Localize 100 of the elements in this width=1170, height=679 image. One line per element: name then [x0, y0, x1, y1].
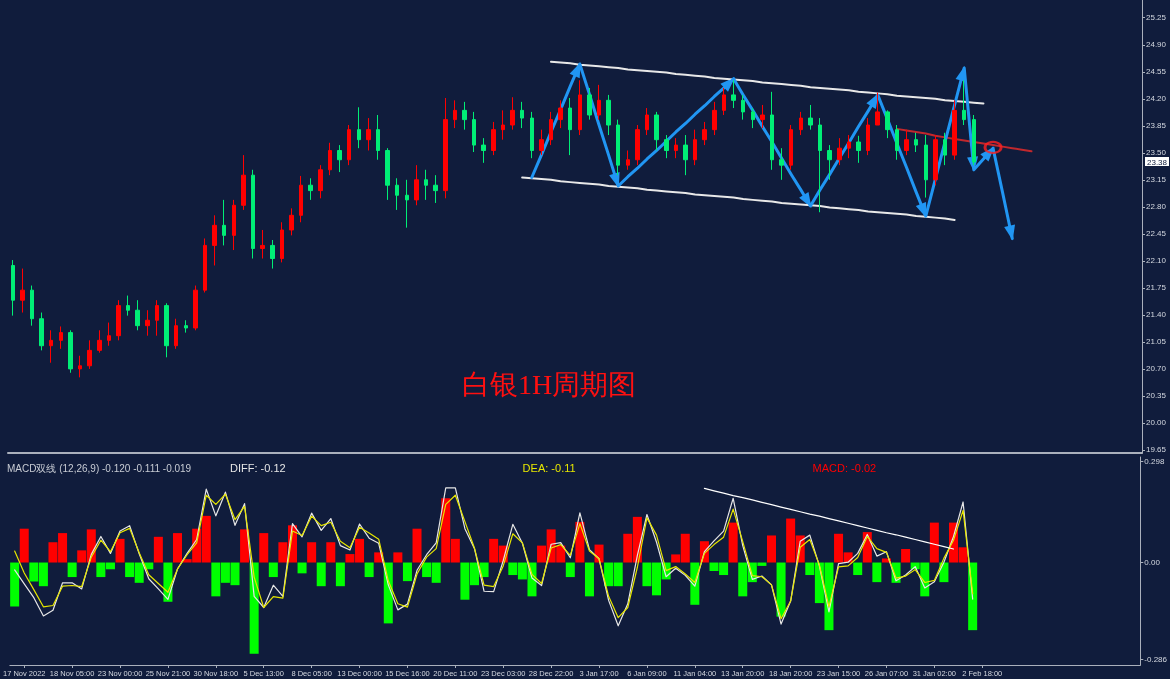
candlestick: [866, 117, 870, 156]
candlestick: [308, 177, 313, 201]
candlestick: [626, 149, 630, 171]
candlestick: [260, 229, 265, 260]
candlestick: [741, 94, 745, 121]
candlestick: [145, 309, 150, 337]
candlestick: [914, 132, 918, 153]
bar: [316, 562, 326, 587]
bar: [10, 562, 20, 607]
candlestick: [184, 319, 188, 334]
candlestick: [395, 177, 399, 211]
y-tick-label: 19.65: [1146, 445, 1167, 455]
candlestick: [924, 134, 928, 199]
candlestick: [616, 119, 620, 176]
candlestick: [760, 104, 765, 129]
text: MACD双线 (12,26,9) -0.120 -0.111 -0.019: [7, 462, 192, 474]
candlestick: [232, 199, 236, 251]
candlestick: [664, 134, 669, 159]
bar: [584, 562, 594, 597]
bar: [393, 552, 403, 563]
candlestick: [856, 135, 861, 164]
y-tick-label: 0.298: [1144, 457, 1165, 467]
bar: [565, 562, 575, 578]
candlestick: [530, 111, 534, 159]
candlestick: [347, 124, 351, 166]
candlestick: [193, 285, 198, 331]
candlestick: [357, 106, 361, 149]
bar: [268, 562, 278, 578]
bar: [364, 562, 374, 578]
candlestick: [453, 99, 457, 129]
candlestick: [107, 322, 111, 347]
y-tick-label: -0.286: [1144, 654, 1168, 664]
y-tick-label: 24.90: [1146, 40, 1167, 50]
y-tick-label: 23.15: [1146, 175, 1167, 185]
bar: [968, 562, 978, 631]
bar: [766, 535, 776, 563]
candlestick: [837, 137, 842, 166]
candlestick: [20, 268, 25, 314]
bar: [872, 562, 882, 583]
candlestick: [68, 329, 73, 374]
candlestick: [212, 214, 217, 266]
candlestick: [875, 92, 880, 126]
y-tick-label: 22.45: [1146, 229, 1167, 239]
candlestick: [299, 175, 303, 223]
candlestick: [280, 221, 284, 263]
candlestick: [683, 134, 688, 176]
bar: [153, 536, 163, 563]
bar: [594, 544, 604, 563]
bar: [929, 522, 939, 563]
candlestick: [972, 114, 976, 166]
candlestick: [578, 79, 582, 136]
candlestick: [222, 199, 226, 246]
y-tick-label: 23.50: [1146, 148, 1167, 158]
y-tick-label: 21.75: [1146, 283, 1167, 293]
candlestick: [731, 79, 736, 109]
candlestick: [952, 99, 957, 161]
candlestick: [568, 97, 572, 156]
candlestick: [693, 129, 697, 166]
candlestick: [654, 111, 659, 151]
bar: [901, 548, 911, 563]
y-tick-label: 25.25: [1146, 13, 1167, 23]
candlestick: [97, 329, 102, 354]
candlestick: [30, 285, 34, 327]
candlestick: [770, 91, 774, 171]
candlestick: [808, 104, 813, 131]
candlestick: [87, 339, 92, 370]
y-tick-label: 24.55: [1146, 67, 1167, 77]
candlestick: [405, 179, 409, 229]
candlestick: [606, 94, 611, 136]
candlestick: [635, 124, 640, 166]
candlestick: [895, 124, 899, 161]
bar: [115, 538, 125, 563]
series-label: DIFF: -0.12: [230, 461, 286, 474]
y-tick-label: 20.00: [1146, 418, 1167, 428]
candlestick: [78, 355, 82, 378]
candlestick: [155, 299, 159, 337]
y-tick-label: 21.40: [1146, 310, 1167, 320]
candlestick: [270, 239, 275, 270]
candlestick: [943, 132, 947, 166]
candlestick: [135, 299, 140, 331]
candlestick: [39, 312, 44, 351]
candlestick: [847, 134, 851, 159]
candlestick: [722, 87, 726, 116]
bar: [240, 529, 250, 563]
candlestick: [712, 101, 717, 136]
candlestick: [126, 295, 130, 317]
candlestick: [443, 97, 448, 199]
candlestick: [779, 147, 784, 181]
candlestick: [433, 174, 438, 204]
annotation: 白银1H周期图: [462, 368, 637, 400]
bar: [259, 533, 269, 563]
bar: [402, 562, 412, 582]
y-tick-label: 20.70: [1146, 364, 1167, 374]
line-series: [703, 487, 955, 550]
candlestick: [558, 99, 563, 129]
y-tick-label: 24.20: [1146, 94, 1167, 104]
candlestick: [472, 111, 476, 153]
candlestick: [376, 114, 380, 161]
candlestick: [501, 109, 505, 141]
y-tick-label: 23.85: [1146, 121, 1167, 131]
